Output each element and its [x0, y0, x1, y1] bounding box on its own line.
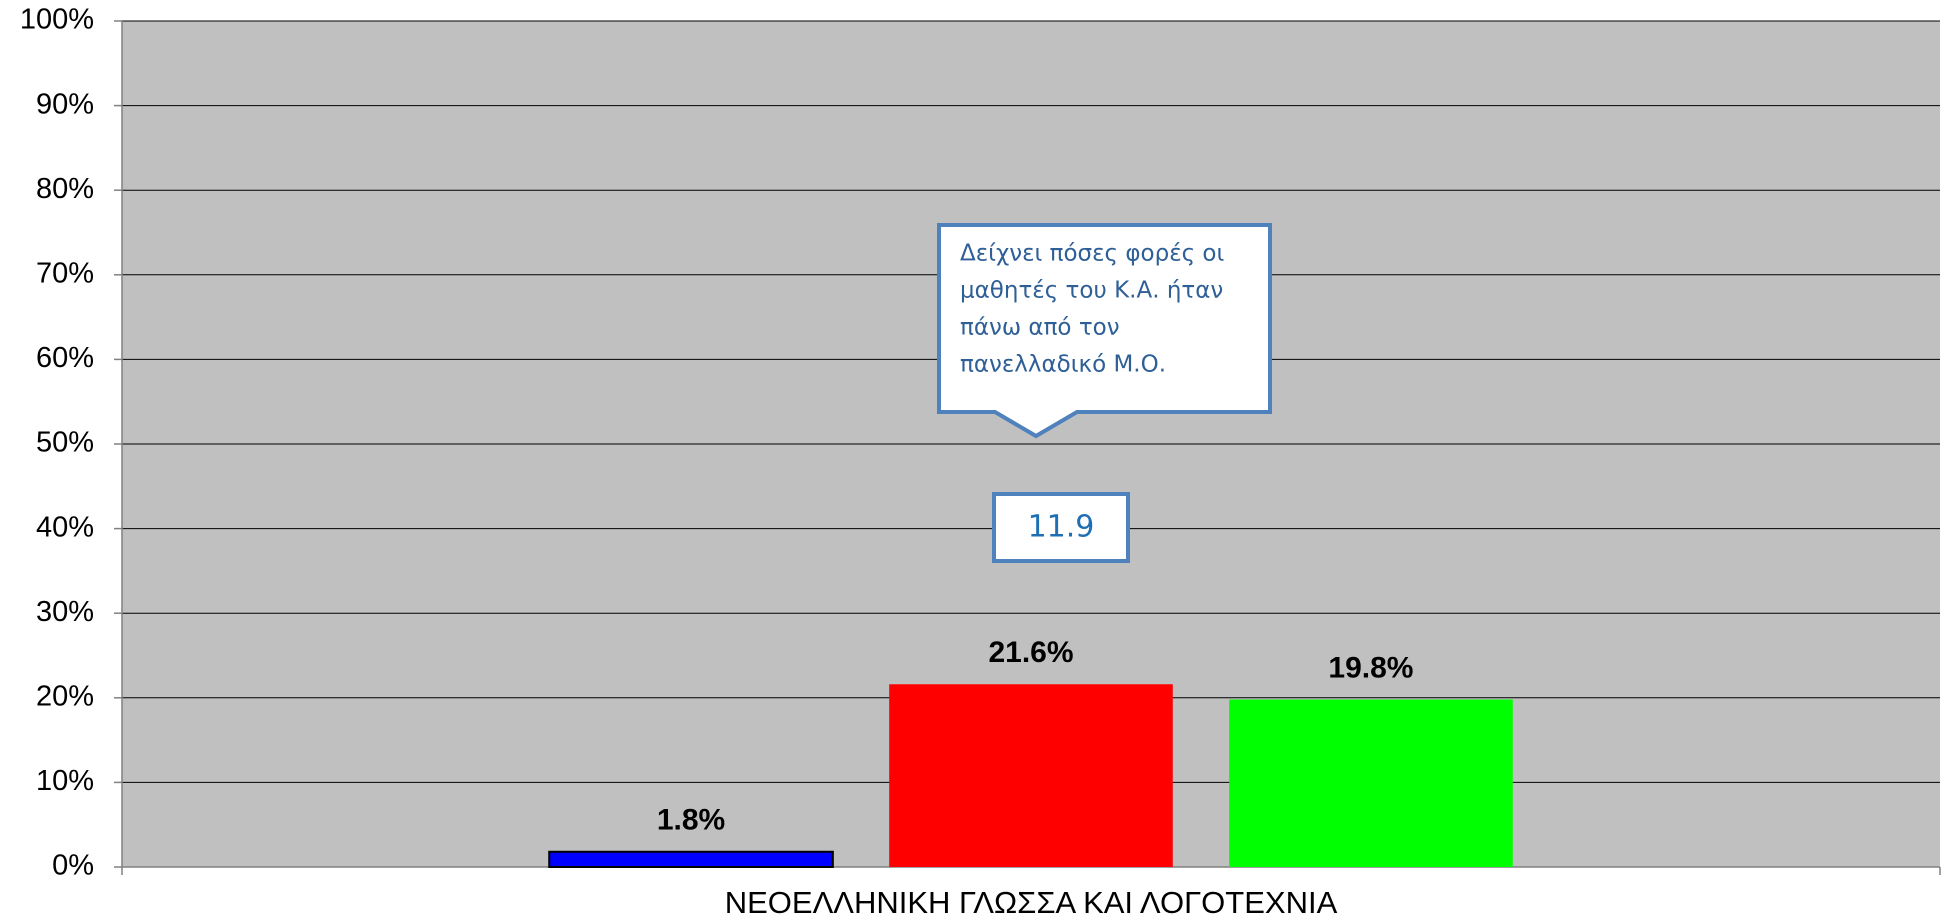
y-tick-label: 20% [36, 680, 94, 712]
value-label: 1.8% [657, 804, 725, 837]
y-tick-label: 90% [36, 88, 94, 120]
y-tick-label: 100% [20, 4, 94, 36]
y-tick-label: 10% [36, 765, 94, 797]
callout-text: πάνω από τον [960, 315, 1120, 341]
value-label: 21.6% [988, 636, 1073, 669]
y-tick-label: 60% [36, 342, 94, 374]
callout [937, 223, 1272, 439]
y-tick-label: 80% [36, 173, 94, 205]
y-tick-label: 40% [36, 511, 94, 543]
bar [889, 684, 1173, 867]
callout-text: μαθητές του Κ.Α. ήταν [960, 278, 1223, 304]
bar [1229, 699, 1513, 867]
x-axis-label: ΝΕΟΕΛΛΗΝΙΚΗ ΓΛΩΣΣΑ ΚΑΙ ΛΟΓΟΤΕΧΝΙΑ [725, 885, 1338, 920]
y-tick-label: 50% [36, 427, 94, 459]
y-tick-label: 0% [52, 850, 94, 882]
y-tick-label: 70% [36, 257, 94, 289]
y-tick-label: 30% [36, 596, 94, 628]
value-box-text: 11.9 [1028, 510, 1095, 545]
bar [548, 850, 834, 868]
value-label: 19.8% [1328, 651, 1413, 684]
value-box [992, 492, 1130, 563]
callout-text: Δείχνει πόσες φορές οι [960, 241, 1224, 267]
callout-text: πανελλαδικό Μ.Ο. [960, 352, 1166, 378]
